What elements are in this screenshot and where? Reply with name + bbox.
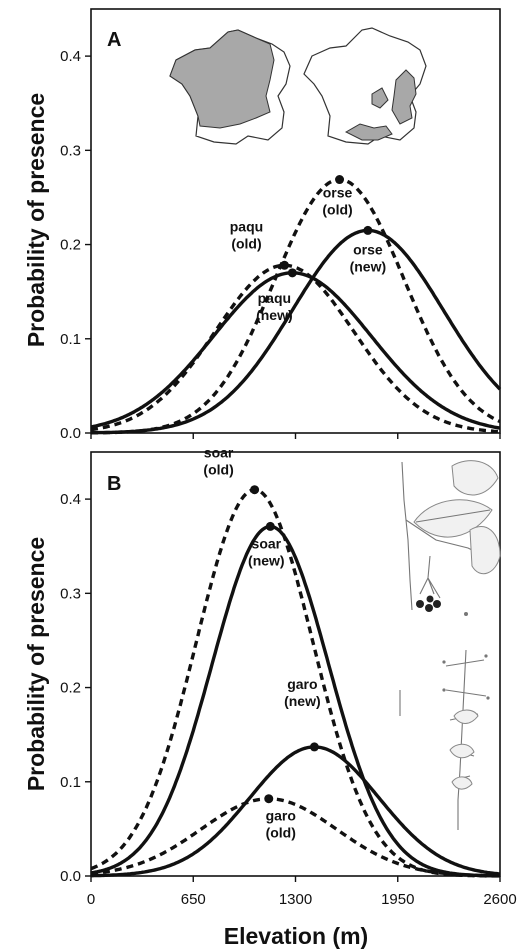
series-line-soar-new — [90, 524, 501, 878]
panel-b-labels: soar(old)soar(new)garo(new)garo(old) — [203, 445, 320, 841]
series-line-paqu-new — [90, 271, 501, 430]
y-tick-label: 0.0 — [60, 425, 81, 442]
series-label-soar-old: soar — [204, 445, 234, 461]
botanical-illustration-icon — [399, 460, 501, 830]
peak-point-soar-new — [265, 521, 275, 531]
series-label-garo-old: (old) — [266, 825, 296, 841]
panel-b: B Probability of presence Elevation (m) — [23, 445, 517, 949]
peak-point-paqu-new — [287, 268, 297, 278]
series-line-paqu-old — [90, 263, 501, 434]
series-label-orse-new: orse — [353, 241, 383, 257]
series-label-paqu-old: (old) — [231, 235, 261, 251]
peak-point-orse-new — [363, 225, 373, 235]
y-tick-label: 0.1 — [60, 331, 81, 348]
peak-point-garo-old — [264, 794, 274, 804]
y-tick-label: 0.1 — [60, 774, 81, 791]
y-tick-label: 0.2 — [60, 237, 81, 254]
panel-a-letter: A — [107, 29, 121, 51]
series-label-soar-old: (old) — [203, 462, 233, 478]
x-tick-label: 2600 — [483, 891, 516, 908]
series-label-orse-old: orse — [323, 185, 353, 201]
peak-point-garo-new — [309, 742, 319, 752]
x-tick-label: 650 — [181, 891, 206, 908]
series-label-paqu-new: (new) — [256, 307, 293, 323]
x-tick-label: 0 — [87, 891, 95, 908]
series-label-garo-new: garo — [287, 676, 317, 692]
x-axis-title: Elevation (m) — [224, 923, 368, 949]
peak-point-soar-old — [250, 485, 260, 495]
panel-b-ticks: 0 650 1300 1950 2600 0.0 0.1 0.2 0.3 0.4 — [60, 491, 517, 908]
series-label-orse-new: (new) — [350, 258, 387, 274]
series-label-paqu-new: paqu — [258, 290, 291, 306]
series-label-soar-new: (new) — [248, 552, 285, 568]
y-tick-label: 0.4 — [60, 491, 81, 508]
y-tick-label: 0.0 — [60, 868, 81, 885]
series-label-orse-old: (old) — [322, 202, 352, 218]
series-label-paqu-old: paqu — [230, 218, 263, 234]
y-tick-label: 0.3 — [60, 142, 81, 159]
panel-a-frame — [90, 8, 501, 434]
panel-b-letter: B — [107, 473, 121, 495]
y-tick-label: 0.2 — [60, 680, 81, 697]
series-label-soar-new: soar — [252, 535, 282, 551]
series-label-garo-old: garo — [266, 808, 296, 824]
peak-point-orse-old — [335, 175, 345, 185]
y-tick-label: 0.3 — [60, 585, 81, 602]
series-label-garo-new: (new) — [284, 693, 321, 709]
x-tick-label: 1950 — [381, 891, 414, 908]
panel-a-labels: paqu(old)paqu(new)orse(old)orse(new) — [230, 185, 386, 323]
panel-a-y-axis-title: Probability of presence — [23, 93, 49, 347]
france-map-orse-icon — [303, 27, 427, 145]
series-line-orse-old — [91, 177, 501, 435]
series-line-garo-new — [91, 745, 501, 878]
panel-b-curves — [90, 485, 501, 878]
panel-b-y-axis-title: Probability of presence — [23, 537, 49, 791]
x-tick-label: 1300 — [279, 891, 312, 908]
france-map-paqu-icon — [169, 29, 291, 145]
panel-a-curves — [90, 175, 502, 435]
series-line-garo-old — [90, 796, 500, 878]
panel-a: A Probability of presence 0.00.10.20.30.… — [23, 8, 502, 442]
panel-a-ticks: 0.0 0.1 0.2 0.3 0.4 — [60, 48, 501, 442]
series-line-orse-new — [90, 228, 502, 435]
y-tick-label: 0.4 — [60, 48, 81, 65]
